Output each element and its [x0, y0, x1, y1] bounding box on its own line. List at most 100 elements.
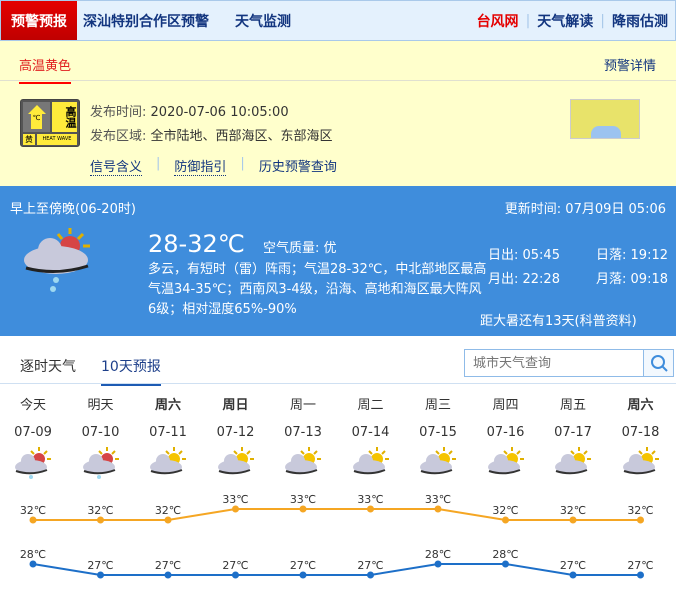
data-label: 27℃ — [627, 559, 653, 572]
weekday: 今天 — [19, 398, 46, 413]
divider: | — [600, 12, 605, 29]
search-icon — [650, 355, 668, 372]
data-point — [29, 560, 37, 568]
date: 07-18 — [621, 425, 660, 440]
partly-cloudy-icon — [217, 447, 254, 475]
nav-rain-estimate[interactable]: 降雨估测 — [612, 13, 668, 30]
data-point — [299, 571, 307, 579]
issue-area: 全市陆地、西部海区、东部海区 — [150, 129, 333, 144]
data-label: 33℃ — [222, 493, 248, 506]
signal-title: 高温 — [52, 102, 77, 132]
nav-typhoon[interactable]: 台风网 — [476, 13, 519, 30]
tab-10day[interactable]: 10天预报 — [101, 356, 161, 386]
data-label: 27℃ — [222, 559, 248, 572]
data-label: 32℃ — [560, 504, 586, 517]
warning-tab-heat-yellow[interactable]: 高温黄色 — [19, 55, 72, 84]
period: 早上至傍晚(06-20时) — [10, 202, 136, 217]
data-point — [367, 505, 374, 513]
tab-hourly[interactable]: 逐时天气 — [20, 359, 76, 375]
partly-cloudy-icon — [352, 447, 389, 475]
forecast-day: 周六 07-18 — [608, 394, 674, 484]
air-quality: 空气质量: 优 — [263, 241, 337, 256]
warning-panel: 高温黄色 预警详情 ℃ 高温 黄 HEAT WAVE 发布时间: 2020-07… — [0, 41, 676, 186]
weekday: 周四 — [492, 398, 519, 413]
weekday: 明天 — [87, 398, 114, 413]
date: 07-14 — [351, 425, 390, 440]
partly-cloudy-icon — [555, 447, 591, 475]
date: 07-12 — [216, 425, 255, 440]
series-line — [32, 563, 641, 576]
data-label: 32℃ — [155, 504, 181, 517]
date: 07-13 — [284, 425, 322, 440]
forecast-day: 周五 07-17 — [540, 394, 606, 484]
data-point — [97, 571, 104, 579]
forecast-day: 周三 07-15 — [405, 394, 471, 484]
data-point — [569, 516, 577, 524]
temperature-chart: 32℃ 32℃ 32℃ 33℃ 33℃ 33℃ 33℃ 32℃ 32℃ 32℃ 28℃ 27℃ 27℃ 2… — [20, 493, 654, 579]
solar-term-link[interactable]: 距大暑还有13天(科普资料) — [480, 314, 637, 329]
data-label: 28℃ — [492, 548, 518, 561]
signal-unit: ℃ — [31, 114, 42, 129]
data-point — [367, 571, 374, 579]
nav-warning-forecast[interactable]: 预警预报 — [1, 1, 77, 40]
data-label: 27℃ — [87, 559, 113, 572]
data-label: 28℃ — [425, 548, 451, 561]
data-label: 32℃ — [492, 504, 518, 517]
data-point — [97, 516, 104, 524]
partly-cloudy-icon — [487, 447, 524, 475]
data-label: 32℃ — [20, 504, 46, 517]
update-time: 更新时间: 07月09日 05:06 — [504, 202, 666, 217]
weekday: 周日 — [222, 398, 249, 413]
signal-meaning-link[interactable]: 信号含义 — [90, 156, 143, 176]
date: 07-11 — [149, 425, 187, 440]
forecast-day: 今天 07-09 — [0, 394, 66, 484]
data-point — [299, 505, 307, 513]
data-label: 33℃ — [357, 493, 383, 506]
data-label: 32℃ — [87, 504, 113, 517]
city-search — [464, 349, 674, 377]
forecast-description: 多云，有短时（雷）阵雨；气温28-32℃，中北部地区最高气温34-35℃；西南风… — [148, 262, 487, 317]
search-button[interactable] — [643, 350, 673, 376]
forecast-tabs: 逐时天气 10天预报 — [0, 346, 676, 386]
area-label: 发布区域: — [90, 129, 147, 144]
data-point — [637, 571, 644, 579]
thunder-rain-icon — [15, 447, 51, 479]
city-search-input[interactable] — [465, 350, 643, 376]
issue-time: 2020-07-06 10:05:00 — [150, 105, 289, 120]
nav-shenshan[interactable]: 深汕特别合作区预警 — [83, 13, 209, 30]
weekday: 周六 — [627, 398, 654, 413]
temperature-range: 28-32℃ — [148, 230, 245, 258]
data-point — [434, 505, 442, 513]
data-label: 33℃ — [290, 493, 316, 506]
current-weather-panel: 早上至傍晚(06-20时) 更新时间: 07月09日 05:06 28-32℃ … — [0, 186, 676, 336]
data-point — [502, 560, 509, 568]
divider: | — [525, 12, 531, 29]
data-point — [232, 505, 239, 513]
date: 07-15 — [419, 425, 457, 440]
forecast-day: 周六 07-11 — [135, 394, 201, 484]
weekday: 周三 — [424, 398, 451, 413]
sunset: 日落: 19:12 — [596, 248, 668, 263]
data-label: 27℃ — [560, 559, 586, 572]
weekday: 周六 — [154, 398, 181, 413]
data-point — [164, 516, 172, 524]
series-line — [33, 508, 641, 521]
history-warning-link[interactable]: 历史预警查询 — [258, 160, 337, 175]
nav-interpret[interactable]: 天气解读 — [537, 13, 594, 30]
forecast-day: 周二 07-14 — [338, 394, 404, 484]
defense-guide-link[interactable]: 防御指引 — [174, 156, 227, 176]
date: 07-09 — [14, 425, 52, 440]
sunrise: 日出: 05:45 — [488, 248, 560, 263]
nav-monitoring[interactable]: 天气监测 — [235, 13, 291, 30]
top-nav: 预警预报 深汕特别合作区预警 天气监测 台风网 | 天气解读 | 降雨估测 — [0, 0, 676, 41]
data-label: 27℃ — [290, 559, 316, 572]
data-point — [637, 516, 644, 524]
data-point — [164, 571, 172, 579]
warning-map-thumbnail[interactable] — [570, 99, 640, 139]
warning-detail-link[interactable]: 预警详情 — [603, 59, 656, 74]
data-point — [232, 571, 239, 579]
date: 07-10 — [81, 425, 120, 440]
weekday: 周二 — [357, 398, 384, 413]
data-label: 27℃ — [155, 559, 181, 572]
divider: | — [240, 156, 245, 171]
